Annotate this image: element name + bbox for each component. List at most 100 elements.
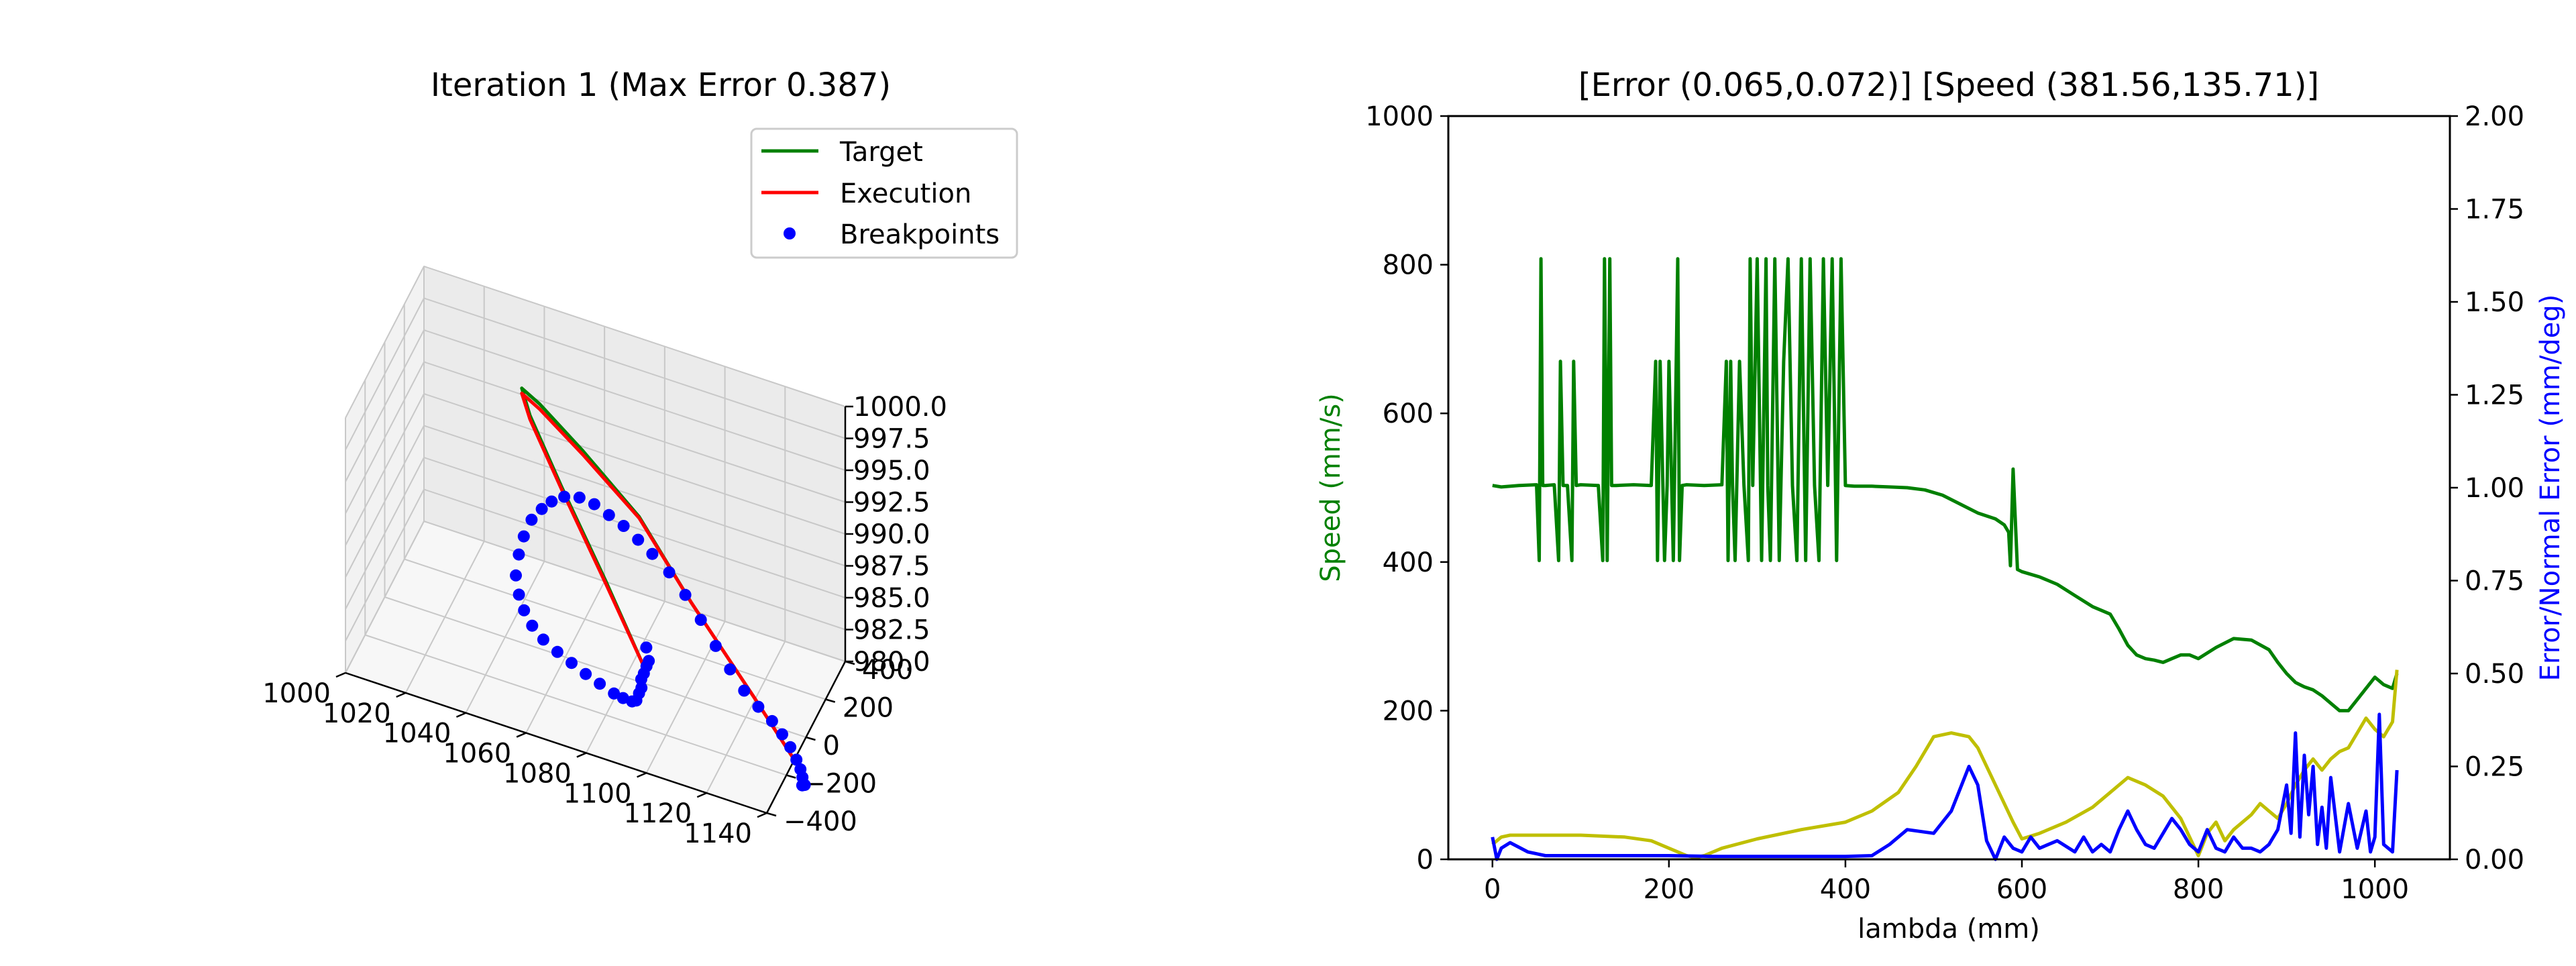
y-tick-label-right: 2.00 xyxy=(2465,101,2524,132)
gridline-z xyxy=(345,266,425,419)
gridline-y xyxy=(404,558,826,700)
breakpoint-marker xyxy=(784,741,797,753)
x-tick-label: 0 xyxy=(1484,874,1501,905)
chart-title-3d: Iteration 1 (Max Error 0.387) xyxy=(431,66,891,104)
z-tick-label-3d: 982.5 xyxy=(853,615,930,646)
x-tick-label-3d: 1100 xyxy=(564,778,632,809)
x-tick-3d xyxy=(757,812,767,818)
chart-title-2d: [Error (0.065,0.072)] [Speed (381.56,135… xyxy=(1578,66,2319,104)
y-tick-label-3d: −400 xyxy=(784,806,857,837)
x-tick-label: 1000 xyxy=(2341,874,2409,905)
x-tick-label: 600 xyxy=(1996,874,2047,905)
breakpoint-marker xyxy=(765,714,778,727)
y-tick-label-right: 1.25 xyxy=(2465,380,2524,411)
legend-breakpoints-marker xyxy=(784,227,796,239)
z-tick-label-3d: 990.0 xyxy=(853,519,930,550)
z-tick-label-3d: 980.0 xyxy=(853,647,930,678)
x-tick-label-3d: 1020 xyxy=(323,698,391,729)
breakpoint-marker xyxy=(679,588,692,601)
breakpoint-marker xyxy=(796,779,808,792)
breakpoint-marker xyxy=(632,533,645,546)
breakpoint-marker xyxy=(626,695,639,708)
gridline-z xyxy=(345,425,425,578)
axes-3d: Iteration 1 (Max Error 0.387) 1000102010… xyxy=(262,66,1018,849)
y-tick-label-right: 0.75 xyxy=(2465,566,2524,597)
y-tick-label-right: 1.50 xyxy=(2465,287,2524,318)
gridline-z xyxy=(345,298,425,450)
breakpoint-marker xyxy=(602,508,615,521)
breakpoint-marker xyxy=(790,753,803,766)
y-tick-label-3d: −200 xyxy=(803,769,877,800)
y-tick-label-right: 1.00 xyxy=(2465,473,2524,504)
gridline-z xyxy=(345,393,425,546)
gridline-z xyxy=(423,425,846,567)
y-tick-3d xyxy=(766,812,777,817)
breakpoint-marker xyxy=(616,692,629,704)
2d-series xyxy=(1491,257,2399,861)
legend: Target Execution Breakpoints xyxy=(750,127,1018,259)
x-axis-line xyxy=(345,672,767,814)
2d-ticks: 0 200 400 600 800 1000 0 200 400 600 800 1000 0.00 0.… xyxy=(1365,101,2524,905)
z-tick-label-3d: 992.5 xyxy=(853,488,930,519)
x-tick-3d xyxy=(455,712,466,718)
x-tick-label-3d: 1080 xyxy=(503,758,572,789)
y-tick-label-right: 0.25 xyxy=(2465,752,2524,783)
y-tick-3d xyxy=(806,736,816,741)
y-tick-label-right: 1.75 xyxy=(2465,195,2524,225)
x-tick-3d xyxy=(396,692,407,698)
x-axis-label: lambda (mm) xyxy=(1858,914,2040,945)
series-execution-line xyxy=(520,391,802,771)
breakpoint-marker xyxy=(724,663,737,676)
y-tick-label-left: 600 xyxy=(1383,398,1434,429)
breakpoint-marker xyxy=(776,728,788,741)
gridline-z xyxy=(423,361,846,503)
legend-breakpoints-label: Breakpoints xyxy=(840,219,1000,250)
x-tick-label: 400 xyxy=(1820,874,1871,905)
y-tick-3d xyxy=(825,698,836,703)
breakpoint-marker xyxy=(525,513,538,526)
y-axis-label-left: Speed (mm/s) xyxy=(1316,393,1346,582)
legend-target-label: Target xyxy=(839,137,923,168)
gridline-z xyxy=(345,521,425,674)
z-tick-label-3d: 1000.0 xyxy=(853,392,947,423)
gridline-y xyxy=(384,596,806,738)
y-tick-label-3d: 200 xyxy=(843,693,894,724)
gridline-z xyxy=(345,362,425,514)
z-tick-label-3d: 987.5 xyxy=(853,551,930,582)
breakpoint-marker xyxy=(526,619,539,632)
breakpoint-marker xyxy=(646,547,659,560)
gridline-z xyxy=(423,457,846,598)
breakpoint-marker xyxy=(694,614,707,626)
axes-2d: [Error (0.065,0.072)] [Speed (381.56,135… xyxy=(1316,66,2566,945)
gridline-z xyxy=(423,488,846,631)
y-tick-label-3d: 400 xyxy=(862,655,913,686)
y-axis-label-right: Error/Normal Error (mm/deg) xyxy=(2535,294,2566,682)
breakpoint-marker xyxy=(513,588,525,601)
x-tick-3d xyxy=(637,772,647,778)
breakpoint-marker xyxy=(510,569,522,582)
x-tick-label: 800 xyxy=(2173,874,2224,905)
breakpoint-marker xyxy=(594,678,606,690)
x-tick-3d xyxy=(516,732,527,738)
breakpoint-marker xyxy=(580,667,592,680)
z-tick-label-3d: 997.5 xyxy=(853,424,930,455)
x-tick-label-3d: 1120 xyxy=(623,798,692,829)
legend-frame xyxy=(750,127,1018,259)
x-tick-3d xyxy=(576,752,587,758)
breakpoint-marker xyxy=(617,520,630,532)
breakpoint-marker xyxy=(518,604,531,616)
breakpoint-marker xyxy=(537,633,549,646)
breakpoint-marker xyxy=(558,490,571,503)
gridline-z xyxy=(423,521,846,662)
gridline-z xyxy=(423,329,846,471)
gridline-z xyxy=(423,266,846,407)
breakpoint-marker xyxy=(535,502,548,515)
gridline-z xyxy=(423,393,846,535)
x-tick-label-3d: 1060 xyxy=(443,739,511,769)
y-tick-label-3d: 0 xyxy=(823,731,840,761)
y-tick-label-left: 800 xyxy=(1383,250,1434,281)
y-tick-label-left: 200 xyxy=(1383,696,1434,727)
x-tick-3d xyxy=(335,672,346,678)
y-tick-3d xyxy=(786,774,796,779)
